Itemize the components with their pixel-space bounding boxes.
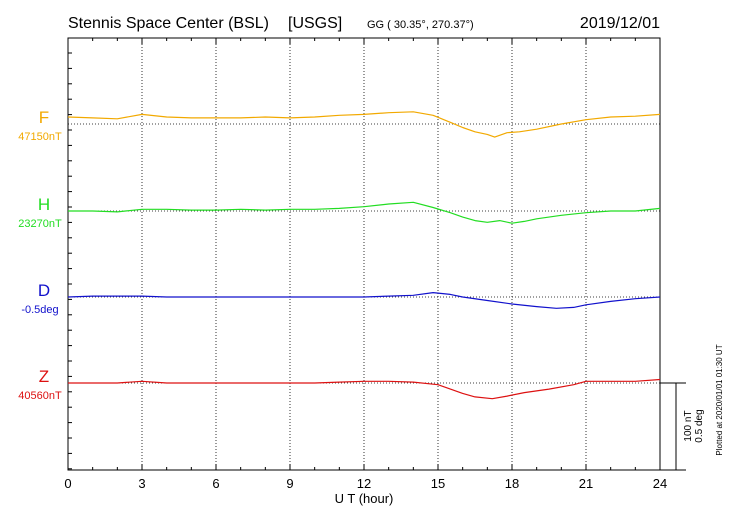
- x-tick-label: 15: [431, 476, 445, 491]
- x-tick-label: 6: [212, 476, 219, 491]
- grid: [68, 38, 660, 470]
- x-tick-label: 21: [579, 476, 593, 491]
- baseline-label-f: 47150nT: [18, 131, 62, 143]
- network-label: [USGS]: [288, 15, 342, 32]
- baseline-label-h: 23270nT: [18, 218, 62, 230]
- plotted-note: Plotted at 2020/01/01 01:30 UT: [715, 344, 724, 455]
- component-letter-f: F: [39, 108, 49, 127]
- x-tick-label: 0: [64, 476, 71, 491]
- x-tick-label: 12: [357, 476, 371, 491]
- scale-label-nt: 100 nT: [683, 410, 694, 441]
- scale-bar: [660, 382, 686, 471]
- component-letter-h: H: [38, 195, 50, 214]
- component-letter-d: D: [38, 281, 50, 300]
- date-label: 2019/12/01: [580, 15, 660, 32]
- x-tick-label: 9: [286, 476, 293, 491]
- series-lines: [67, 111, 661, 400]
- x-tick-label: 24: [653, 476, 667, 491]
- baseline-label-z: 40560nT: [18, 390, 62, 402]
- component-letter-z: Z: [39, 367, 49, 386]
- component-labels: F 47150nT H 23270nT D -0.5deg Z 40560nT: [18, 108, 62, 402]
- baseline-label-d: -0.5deg: [21, 304, 58, 316]
- series-line-z: [68, 378, 661, 400]
- series-line-h: [68, 201, 661, 224]
- series-line-f: [67, 111, 661, 138]
- scale-label-deg: 0.5 deg: [694, 409, 705, 442]
- coordinates-label: GG ( 30.35°, 270.37°): [367, 19, 474, 31]
- station-title: Stennis Space Center (BSL): [68, 15, 269, 32]
- x-tick-label: 18: [505, 476, 519, 491]
- x-tick-label: 3: [138, 476, 145, 491]
- axis-ticks: 0 3 6 9 12 15 18 21 24: [64, 38, 667, 491]
- series-line-d: [67, 292, 661, 309]
- x-axis-label: U T (hour): [335, 491, 394, 506]
